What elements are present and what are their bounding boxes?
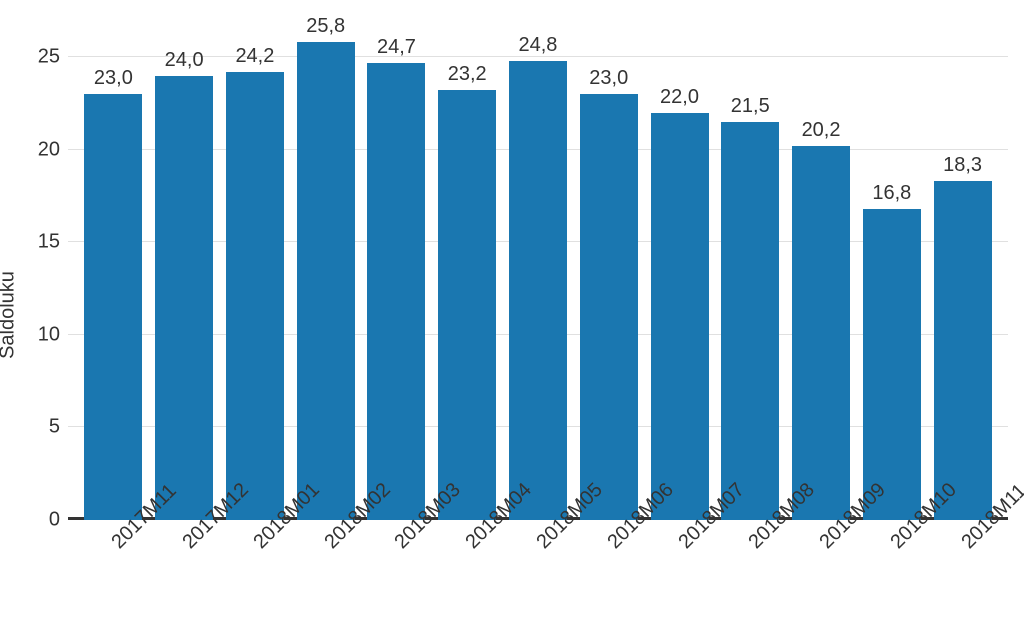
- bar: 21,5: [721, 122, 779, 520]
- x-tick-slot: 2018M10: [856, 528, 927, 618]
- bar-value-label: 22,0: [660, 86, 699, 109]
- x-tick-slot: 2018M07: [644, 528, 715, 618]
- bar-slot: 24,7: [361, 20, 432, 520]
- bar-slot: 20,2: [786, 20, 857, 520]
- y-tick-label: 10: [38, 323, 60, 346]
- bar: 16,8: [863, 209, 921, 520]
- x-tick-slot: 2018M04: [432, 528, 503, 618]
- y-tick-label: 20: [38, 138, 60, 161]
- bar-slot: 22,0: [644, 20, 715, 520]
- x-tick-slot: 2018M05: [503, 528, 574, 618]
- bar-value-label: 25,8: [306, 15, 345, 38]
- bar: 23,0: [84, 94, 142, 520]
- bar: 24,8: [509, 61, 567, 520]
- bar: 25,8: [297, 42, 355, 520]
- x-tick-slot: 2017M11: [78, 528, 149, 618]
- bar: 23,2: [438, 90, 496, 520]
- bar-slot: 18,3: [927, 20, 998, 520]
- x-tick-slot: 2018M03: [361, 528, 432, 618]
- x-tick-slot: 2018M02: [290, 528, 361, 618]
- bar: 24,7: [367, 63, 425, 520]
- x-axis-labels: 2017M112017M122018M012018M022018M032018M…: [68, 528, 1008, 618]
- bar-value-label: 16,8: [872, 182, 911, 205]
- x-tick-slot: 2018M09: [786, 528, 857, 618]
- bar: 23,0: [580, 94, 638, 520]
- bar-slot: 23,0: [573, 20, 644, 520]
- bar-value-label: 23,0: [94, 67, 133, 90]
- y-tick-label: 15: [38, 231, 60, 254]
- y-tick-label: 5: [49, 416, 60, 439]
- bar-slot: 24,2: [220, 20, 291, 520]
- bar-value-label: 24,8: [519, 34, 558, 57]
- bar-value-label: 24,0: [165, 49, 204, 72]
- bar-slot: 16,8: [856, 20, 927, 520]
- bar-value-label: 24,2: [235, 45, 274, 68]
- bar-slot: 24,0: [149, 20, 220, 520]
- bar-value-label: 23,2: [448, 63, 487, 86]
- x-tick-slot: 2018M08: [715, 528, 786, 618]
- bar: 20,2: [792, 146, 850, 520]
- plot-area: 051015202523,024,024,225,824,723,224,823…: [68, 20, 1008, 520]
- bar: 24,0: [155, 76, 213, 520]
- bar-value-label: 20,2: [802, 119, 841, 142]
- bars-container: 23,024,024,225,824,723,224,823,022,021,5…: [68, 20, 1008, 520]
- bar-value-label: 18,3: [943, 154, 982, 177]
- x-tick-slot: 2018M06: [573, 528, 644, 618]
- bar: 22,0: [651, 113, 709, 520]
- y-axis-label: Saldoluku: [0, 271, 20, 359]
- y-tick-label: 0: [49, 509, 60, 532]
- bar-value-label: 24,7: [377, 36, 416, 59]
- bar-value-label: 21,5: [731, 95, 770, 118]
- y-tick-label: 25: [38, 46, 60, 69]
- x-tick-slot: 2018M01: [220, 528, 291, 618]
- bar-slot: 24,8: [503, 20, 574, 520]
- bar-slot: 21,5: [715, 20, 786, 520]
- bar-slot: 25,8: [290, 20, 361, 520]
- bar-chart: Saldoluku 051015202523,024,024,225,824,7…: [0, 0, 1024, 630]
- bar: 18,3: [934, 181, 992, 520]
- x-tick-slot: 2017M12: [149, 528, 220, 618]
- bar-value-label: 23,0: [589, 67, 628, 90]
- bar-slot: 23,2: [432, 20, 503, 520]
- x-tick-slot: 2018M11: [927, 528, 998, 618]
- bar-slot: 23,0: [78, 20, 149, 520]
- bar: 24,2: [226, 72, 284, 520]
